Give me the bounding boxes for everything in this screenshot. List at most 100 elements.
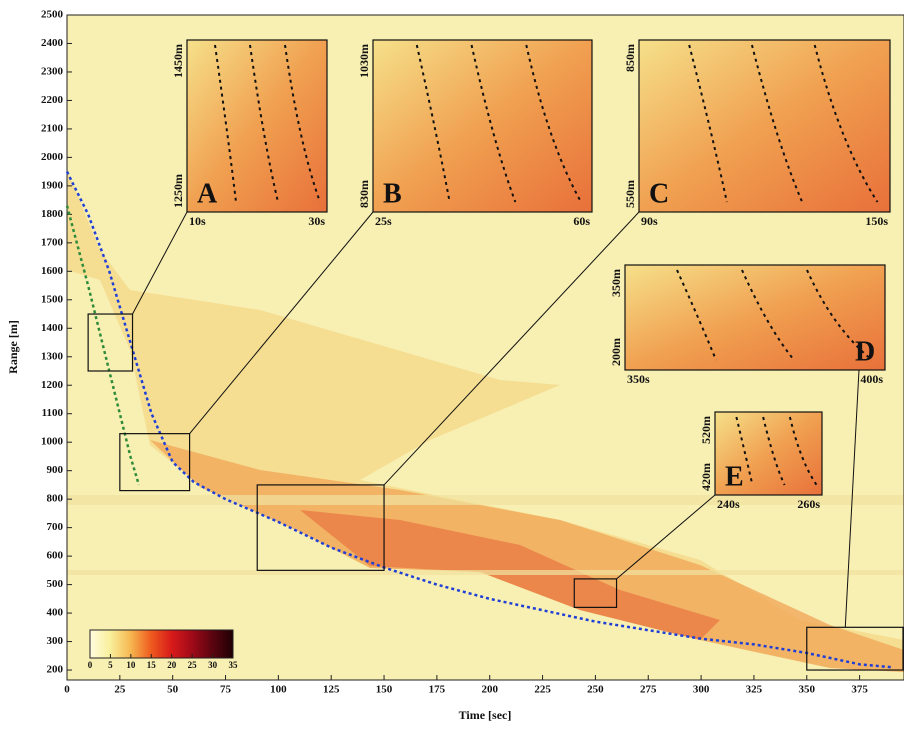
y-tick-label: 1300 [41, 350, 64, 362]
inset-trace [741, 269, 795, 361]
y-tick-label: 700 [47, 521, 64, 533]
x-axis-label: Time [sec] [459, 708, 512, 722]
connector-line [616, 494, 716, 580]
inset-x-label: 260s [797, 497, 820, 511]
inset-y-label: 1450m [171, 44, 185, 78]
zoom-region [256, 484, 385, 571]
heat-band [67, 570, 904, 575]
inset-trace [214, 44, 237, 203]
x-tick-label: 0 [64, 684, 70, 696]
inset-y-label: 1030m [357, 44, 371, 78]
inset-trace [750, 44, 804, 203]
y-tick-label: 2000 [41, 151, 64, 163]
x-tick-label: 75 [220, 684, 232, 696]
inset-x-label: 350s [627, 372, 650, 386]
y-tick-label: 400 [47, 607, 64, 619]
y-axis-label: Range [m] [6, 320, 20, 374]
inset-letter: D [855, 336, 875, 367]
y-tick-label: 1700 [41, 236, 64, 248]
zoom-region [87, 313, 134, 372]
y-tick-label: 600 [47, 550, 64, 562]
inset-letter: C [649, 178, 669, 209]
connector-line [383, 211, 640, 486]
x-tick-label: 150 [376, 684, 393, 696]
inset-trace [415, 44, 451, 203]
colorbar-tick-label: 10 [126, 660, 136, 670]
inset-trace [688, 44, 728, 203]
y-tick-label: 200 [47, 664, 64, 676]
inset-y-label: 850m [623, 44, 637, 72]
x-tick-label: 375 [851, 684, 868, 696]
x-tick-label: 250 [587, 684, 604, 696]
x-tick-label: 200 [481, 684, 498, 696]
y-tick-label: 900 [47, 464, 64, 476]
y-tick-label: 500 [47, 578, 64, 590]
y-tick-label: 1800 [41, 208, 64, 220]
y-tick-label: 1500 [41, 293, 64, 305]
x-tick-label: 125 [323, 684, 340, 696]
inset-trace [284, 44, 321, 203]
inset-x-label: 30s [308, 214, 325, 228]
inset-y-label: 350m [609, 269, 623, 297]
inset-y-label: 420m [699, 463, 713, 491]
inset-y-label: 830m [357, 180, 371, 208]
colorbar-tick-label: 30 [208, 660, 218, 670]
inset-trace [676, 269, 717, 361]
inset-letter: B [383, 178, 402, 209]
x-tick-label: 100 [270, 684, 287, 696]
inset-x-label: 60s [573, 214, 590, 228]
colorbar-tick-label: 20 [167, 660, 177, 670]
x-tick-label: 300 [693, 684, 710, 696]
inset-y-label: 520m [699, 416, 713, 444]
inset-trace [735, 416, 754, 486]
y-tick-label: 300 [47, 635, 64, 647]
y-tick-label: 2400 [41, 37, 64, 49]
y-tick-label: 2300 [41, 65, 64, 77]
inset-panel [186, 39, 328, 213]
inset-y-label: 200m [609, 338, 623, 366]
x-tick-label: 350 [799, 684, 816, 696]
inset-panel [624, 264, 886, 371]
colorbar-tick-label: 5 [108, 660, 113, 670]
inset-panel [372, 39, 593, 213]
zoom-region [573, 578, 618, 608]
inset-trace [249, 44, 279, 203]
x-tick-label: 275 [640, 684, 657, 696]
y-tick-label: 1900 [41, 179, 64, 191]
connector-line [844, 369, 860, 628]
plot-frame [66, 14, 904, 681]
inset-letter: E [725, 461, 744, 492]
y-tick-label: 1400 [41, 322, 64, 334]
y-tick-label: 800 [47, 493, 64, 505]
connector-line [132, 211, 188, 315]
colorbar [89, 629, 234, 659]
inset-panel [714, 411, 823, 496]
colorbar-tick-label: 0 [88, 660, 93, 670]
inset-x-label: 90s [641, 214, 658, 228]
y-tick-label: 2100 [41, 122, 64, 134]
x-tick-label: 325 [746, 684, 763, 696]
colorbar-tick-label: 25 [188, 660, 198, 670]
connector-line [189, 211, 374, 434]
y-tick-label: 1200 [41, 379, 64, 391]
inset-x-label: 400s [860, 372, 883, 386]
inset-trace [813, 44, 879, 203]
inset-y-label: 1250m [171, 174, 185, 208]
inset-letter: A [197, 178, 218, 209]
colorbar-tick-label: 35 [229, 660, 239, 670]
y-tick-label: 1000 [41, 436, 64, 448]
colorbar-tick-label: 15 [147, 660, 157, 670]
x-tick-label: 175 [429, 684, 446, 696]
inset-trace [525, 44, 582, 203]
x-tick-label: 50 [167, 684, 179, 696]
zoom-region [806, 626, 904, 671]
inset-x-label: 240s [717, 497, 740, 511]
y-tick-label: 2500 [41, 9, 64, 21]
inset-x-label: 25s [375, 214, 392, 228]
inset-trace [788, 416, 818, 486]
inset-x-label: 10s [189, 214, 206, 228]
y-tick-label: 1600 [41, 265, 64, 277]
inset-trace [470, 44, 517, 203]
